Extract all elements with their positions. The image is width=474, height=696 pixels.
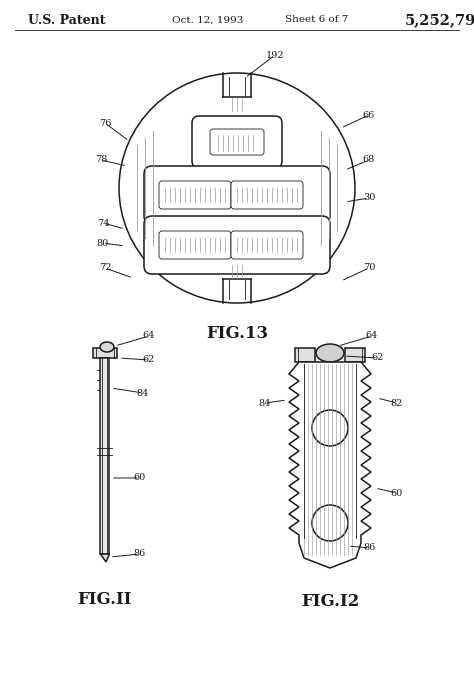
Text: 74: 74 [97,219,109,228]
FancyBboxPatch shape [159,231,231,259]
Bar [345,348,365,362]
Bar [100,358,109,554]
Text: U.S. Patent: U.S. Patent [28,13,106,26]
Text: Sheet 6 of 7: Sheet 6 of 7 [285,15,348,24]
Text: FIG.13: FIG.13 [206,324,268,342]
Text: 86: 86 [134,550,146,558]
Text: 62: 62 [372,354,384,363]
FancyBboxPatch shape [159,181,231,209]
FancyBboxPatch shape [210,129,264,155]
Text: FIG.II: FIG.II [78,592,132,608]
FancyBboxPatch shape [231,181,303,209]
Bar [93,348,117,358]
Text: 192: 192 [266,51,284,59]
Text: 82: 82 [391,399,403,407]
Polygon shape [289,362,371,568]
Text: 66: 66 [363,111,375,120]
FancyBboxPatch shape [231,231,303,259]
Text: 84: 84 [137,388,149,397]
Polygon shape [100,554,109,562]
Text: 5,252,791: 5,252,791 [405,13,474,27]
Text: 60: 60 [134,473,146,482]
FancyBboxPatch shape [144,166,330,224]
Bar [295,348,315,362]
Ellipse shape [316,344,344,362]
Text: 86: 86 [364,544,376,553]
Text: 62: 62 [143,356,155,365]
Text: FIG.I2: FIG.I2 [301,592,359,610]
Ellipse shape [100,342,114,352]
Text: Oct. 12, 1993: Oct. 12, 1993 [172,15,243,24]
Text: 70: 70 [363,264,375,273]
Text: 72: 72 [99,264,111,273]
Text: 30: 30 [363,193,375,203]
Circle shape [312,410,348,446]
Text: 64: 64 [366,331,378,340]
FancyBboxPatch shape [192,116,282,168]
FancyBboxPatch shape [144,216,330,274]
Circle shape [312,505,348,541]
Text: 64: 64 [143,331,155,340]
Text: 78: 78 [95,155,107,164]
Text: 60: 60 [391,489,403,498]
Text: 84: 84 [259,399,271,407]
Text: 80: 80 [97,239,109,248]
Text: 76: 76 [99,118,111,127]
Text: 68: 68 [363,155,375,164]
